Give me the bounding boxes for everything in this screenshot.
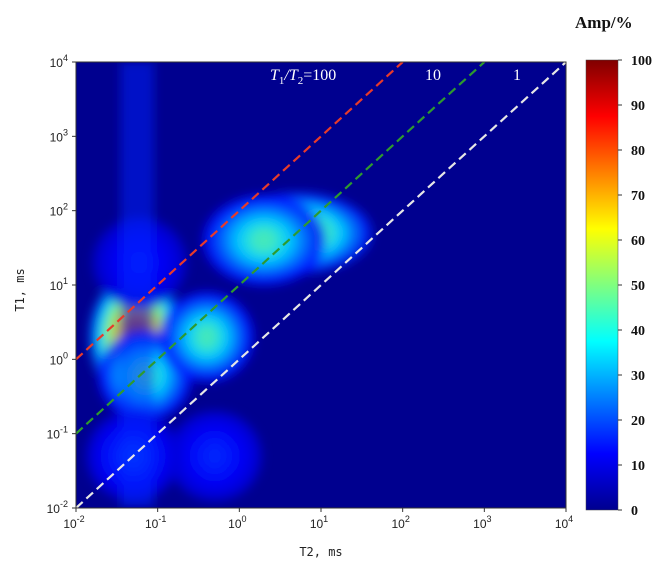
- ratio-lines: [76, 62, 566, 508]
- heatmap-contour: [197, 325, 217, 349]
- colorbar-tick-label: 0: [631, 504, 638, 519]
- x-tick-label: 102: [391, 514, 409, 531]
- heatmap-contour: [251, 228, 277, 252]
- heatmap-contour: [204, 444, 225, 468]
- x-axis-ticks: 10-2 10-1 100 101 102 103 104: [63, 508, 573, 531]
- colorbar-gradient: [585, 59, 619, 511]
- x-tick-label: 103: [473, 514, 491, 531]
- y-tick-label: 104: [50, 53, 68, 70]
- ratio-line-1: [76, 62, 566, 508]
- colorbar-tick-label: 10: [631, 459, 645, 474]
- x-axis-label: T2, ms: [299, 545, 342, 559]
- y-tick-label: 102: [50, 202, 68, 219]
- ratio-label-1: 1: [513, 67, 521, 84]
- heatmap-peak: [167, 410, 262, 502]
- ratio-label-10: 10: [425, 67, 441, 84]
- colorbar-tick-label: 30: [631, 369, 645, 384]
- colorbar-tick-label: 60: [631, 234, 645, 249]
- colorbar-tick-label: 100: [631, 54, 652, 69]
- colorbar-tick-label: 40: [631, 324, 645, 339]
- y-tick-label: 10-2: [47, 499, 68, 516]
- heatmap-streak: [120, 62, 154, 508]
- plot-area: [76, 62, 566, 508]
- y-tick-label: 10-1: [47, 425, 68, 442]
- y-axis-label: T1, ms: [13, 268, 27, 311]
- heatmap-peak: [202, 194, 326, 286]
- x-tick-label: 104: [555, 514, 573, 531]
- x-tick-label: 10-2: [63, 514, 84, 531]
- x-tick-label: 101: [310, 514, 328, 531]
- ratio-line-10: [76, 62, 486, 435]
- x-tick-label: 10-1: [145, 514, 166, 531]
- colorbar-tick-label: 50: [631, 279, 645, 294]
- y-axis-ticks: 10-2 10-1 100 101 102 103 104: [47, 53, 76, 516]
- y-tick-label: 100: [50, 350, 68, 367]
- ratio-label-100: T1/T2=100: [270, 67, 336, 87]
- colorbar-tick-label: 80: [631, 144, 645, 159]
- colorbar-tick-label: 70: [631, 189, 645, 204]
- heatmap-layer: [85, 62, 372, 508]
- y-tick-label: 103: [50, 127, 68, 144]
- ratio-line-100: [76, 62, 404, 361]
- x-tick-label: 100: [228, 514, 246, 531]
- heatmap-peak: [159, 291, 255, 383]
- colorbar-title: Amp/%: [575, 13, 633, 32]
- colorbar-tick-label: 20: [631, 414, 645, 429]
- colorbar-tick-label: 90: [631, 99, 645, 114]
- y-tick-label: 101: [50, 276, 68, 293]
